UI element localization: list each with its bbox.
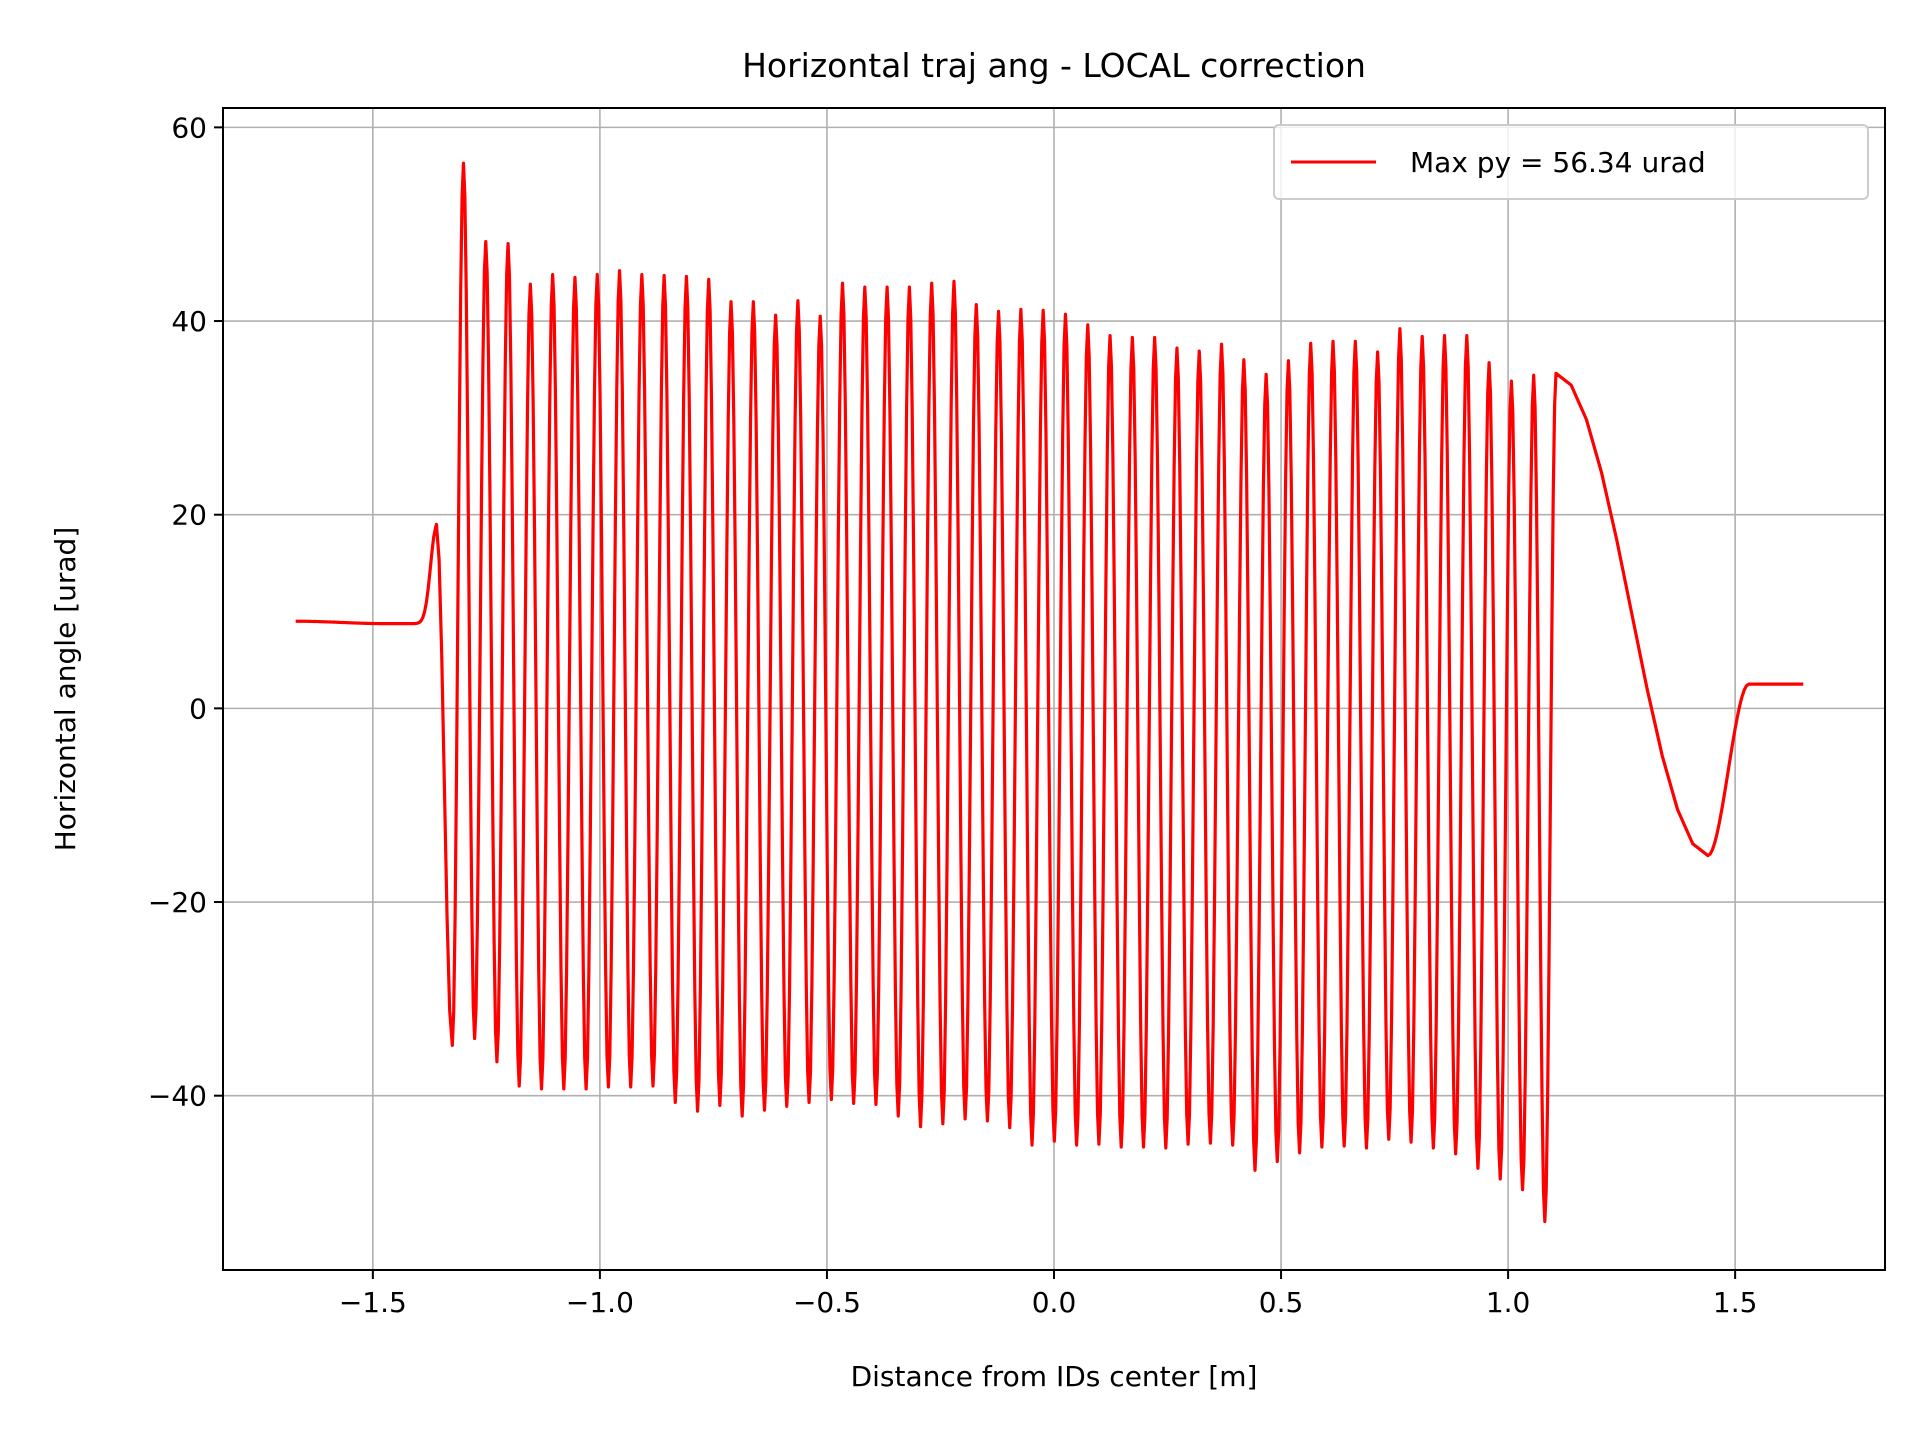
series-layer — [295, 161, 1804, 1224]
x-tick-label: 0.5 — [1259, 1286, 1304, 1319]
x-tick-label: 1.5 — [1713, 1286, 1758, 1319]
x-tick-label: 1.0 — [1486, 1286, 1531, 1319]
x-tick-label: −1.5 — [339, 1286, 407, 1319]
chart-title: Horizontal traj ang - LOCAL correction — [742, 46, 1366, 85]
legend: Max py = 56.34 urad — [1273, 124, 1869, 200]
y-tick-label: −20 — [148, 886, 207, 919]
x-tick-label: −1.0 — [566, 1286, 634, 1319]
x-tick-label: 0.0 — [1032, 1286, 1077, 1319]
series-line-max-py — [295, 161, 1804, 1224]
legend-label: Max py = 56.34 urad — [1410, 146, 1706, 179]
y-tick-label: 20 — [171, 499, 207, 532]
y-tick-label: 40 — [171, 305, 207, 338]
y-axis-label: Horizontal angle [urad] — [49, 527, 82, 852]
y-tick-label: −40 — [148, 1080, 207, 1113]
y-axis: −40 −20 0 20 40 60 — [148, 111, 223, 1113]
y-tick-label: 0 — [189, 692, 207, 725]
y-tick-label: 60 — [171, 111, 207, 144]
x-tick-label: −0.5 — [793, 1286, 861, 1319]
x-axis: −1.5 −1.0 −0.5 0.0 0.5 1.0 1.5 — [339, 1270, 1758, 1319]
legend-box — [1273, 124, 1869, 200]
x-axis-label: Distance from IDs center [m] — [851, 1360, 1258, 1393]
